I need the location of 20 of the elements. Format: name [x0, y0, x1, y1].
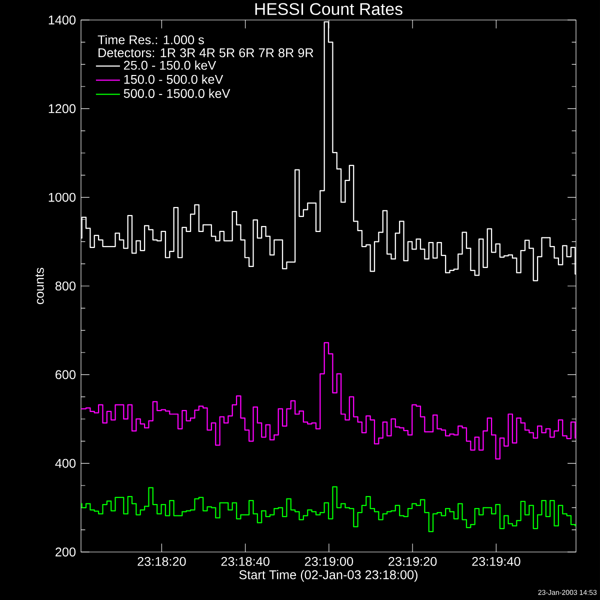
x-tick-label: 23:18:40: [221, 556, 270, 566]
x-tick-label: 23:18:20: [138, 556, 186, 566]
legend-label: 25.0 - 150.0 keV: [124, 60, 216, 70]
x-tick-label: 23:19:20: [388, 556, 437, 566]
y-tick-label: 1400: [48, 16, 76, 24]
y-tick-label: 1200: [48, 104, 76, 114]
y-tick-label: 1000: [48, 192, 76, 202]
y-axis-title: counts: [36, 268, 44, 304]
chart-title: HESSI Count Rates: [255, 3, 402, 16]
annotation: Time Res.: 1.000 s: [98, 34, 204, 44]
y-tick-label: 400: [55, 458, 76, 468]
x-axis-title: Start Time (02-Jan-03 23:18:00): [239, 570, 418, 582]
annotation: Detectors: 1R 3R 4R 5R 6R 7R 8R 9R: [98, 48, 314, 58]
y-tick-label: 800: [55, 282, 76, 290]
y-tick-label: 200: [56, 548, 76, 556]
x-tick-label: 23:19:00: [304, 556, 354, 566]
legend-label: 150.0 - 500.0 keV: [124, 74, 224, 84]
y-tick-label: 600: [56, 370, 76, 380]
x-tick-label: 23:19:40: [472, 556, 520, 566]
legend-label: 500.0 - 1500.0 keV: [124, 88, 230, 98]
